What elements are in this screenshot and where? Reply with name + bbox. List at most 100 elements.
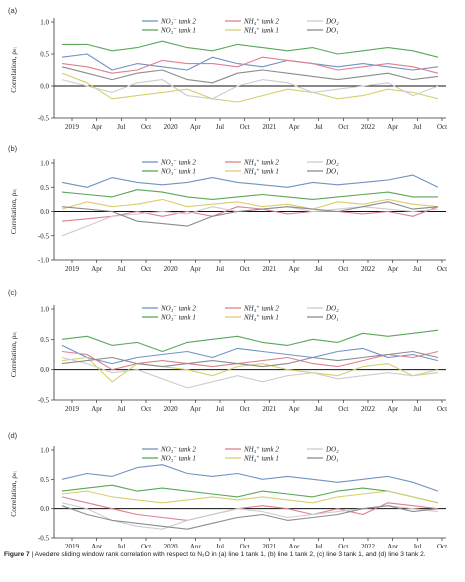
legend-label: NH₄⁺ tank 2 [243,305,279,313]
x-tick-label: 2021 [262,405,277,413]
x-tick-label: Oct [338,405,348,413]
x-tick-label: 2022 [361,405,376,413]
panel-c: (c) -0.5 0.0 0.5 1.0 Correlation, ρₛᵢ 2019 Apr J… [8,288,447,413]
x-tick-label: Apr [289,543,301,548]
legend-label: NO₃⁻ tank 2 [160,18,196,26]
x-tick-label: Oct [437,123,447,131]
y-tick-label: 0.0 [40,505,49,513]
series-line [61,56,439,74]
legend-label: DO₂ [325,159,339,167]
series-line [61,66,439,84]
panel-a: (a) -0.5 0.0 0.5 1.0 Correlation, ρₛᵢ 2019 Apr J… [8,6,447,131]
x-tick-label: Apr [91,405,103,413]
series-line [61,189,438,200]
y-tick-label: 1.0 [40,19,49,27]
series-line [61,505,439,530]
x-tick-label: Apr [289,405,301,413]
legend-label: DO₁ [325,168,339,176]
x-tick-label: Jul [315,405,323,413]
x-tick-label: Jul [216,123,224,131]
y-tick-label: 1.0 [40,447,49,455]
series-line [61,350,439,368]
y-axis-label: Correlation, ρₛᵢ [9,47,18,93]
panel-label: (d) [8,431,18,440]
legend-label: NH₄⁺ tank 1 [243,314,279,322]
x-tick-label: Jul [315,123,323,131]
x-tick-label: 2020 [164,405,179,413]
x-tick-label: Oct [240,123,250,131]
legend: NO₃⁻ tank 2 NH₄⁺ tank 2 DO₂ NO₃⁻ tank 1 NH₄⁺… [142,159,339,176]
y-axis-label: Correlation, ρₛᵢ [9,331,18,377]
y-tick-label: 1.0 [40,160,49,168]
x-tick-label: Jul [413,123,421,131]
legend-label: NO₃⁻ tank 2 [160,446,196,454]
legend: NO₃⁻ tank 2 NH₄⁺ tank 2 DO₂ NO₃⁻ tank 1 NH₄⁺… [142,446,339,463]
legend-label: DO₂ [325,446,339,454]
x-tick-label: Jul [117,123,125,131]
x-tick-label: 2020 [164,123,179,131]
x-tick-label: 2022 [361,543,376,548]
y-tick-label: 0.0 [40,366,49,374]
series-line [62,40,439,58]
x-tick-label: Jul [315,265,323,273]
x-tick-label: Apr [91,543,103,548]
x-tick-label: Oct [437,265,447,273]
panel-d: (d) -0.5 0.0 0.5 1.0 Correlation, ρₛᵢ 2019 Apr J… [8,431,447,548]
y-tick-label: 0.5 [40,336,49,344]
x-tick-label: 2022 [361,265,376,273]
x-tick-label: Apr [190,405,202,413]
x-tick-label: Oct [338,265,348,273]
x-tick-label: Oct [141,405,151,413]
series-line [61,356,439,389]
x-tick-label: Apr [289,265,301,273]
series-line [61,79,439,100]
x-tick-label: Jul [413,265,421,273]
series-line [61,174,439,188]
x-tick-label: 2019 [65,265,80,273]
legend-label: NH₄⁺ tank 2 [243,18,279,26]
x-tick-label: 2019 [65,405,80,413]
x-tick-label: 2019 [65,543,80,548]
x-tick-label: Oct [437,405,447,413]
y-axis-label: Correlation, ρₛᵢ [9,471,18,517]
legend-label: DO₂ [325,305,339,313]
series-line [61,72,439,103]
x-tick-label: Jul [117,543,125,548]
x-tick-label: Oct [338,543,348,548]
y-tick-label: -1.0 [38,257,50,265]
legend-label: NO₃⁻ tank 1 [160,27,196,35]
legend-label: DO₁ [325,455,339,463]
series-line [61,496,439,521]
figure-caption: Figure 7 | Avedøre sliding window rank c… [4,551,462,560]
y-tick-label: -0.5 [38,115,50,123]
y-tick-label: 0.5 [40,184,49,192]
x-tick-label: Jul [117,265,125,273]
legend-label: NO₃⁻ tank 1 [160,168,196,176]
y-tick-label: 0.0 [40,83,49,91]
x-tick-label: Oct [141,265,151,273]
series-line [61,350,439,371]
x-tick-label: 2020 [164,265,179,273]
legend-label: DO₂ [325,18,339,26]
y-tick-label: 0.5 [40,476,49,484]
x-tick-label: Apr [387,265,399,273]
x-tick-label: Apr [190,265,202,273]
x-tick-label: Apr [289,123,301,131]
panel-label: (c) [8,288,17,297]
x-tick-label: 2021 [262,265,277,273]
x-tick-label: 2021 [262,543,277,548]
legend: NO₃⁻ tank 2 NH₄⁺ tank 2 DO₂ NO₃⁻ tank 1 NH₄⁺… [142,305,339,322]
y-axis-label: Correlation, ρₛᵢ [9,188,18,234]
x-tick-label: Jul [216,265,224,273]
legend-label: NO₃⁻ tank 2 [160,159,196,167]
series-line [61,206,439,222]
series-line [61,490,439,504]
series-line [61,344,439,365]
x-tick-label: Apr [190,123,202,131]
x-tick-label: 2019 [65,123,80,131]
x-tick-label: Jul [117,405,125,413]
legend-label: NH₄⁺ tank 2 [243,159,279,167]
legend-label: NH₄⁺ tank 1 [243,455,279,463]
x-tick-label: Jul [315,543,323,548]
x-tick-label: Apr [387,405,399,413]
